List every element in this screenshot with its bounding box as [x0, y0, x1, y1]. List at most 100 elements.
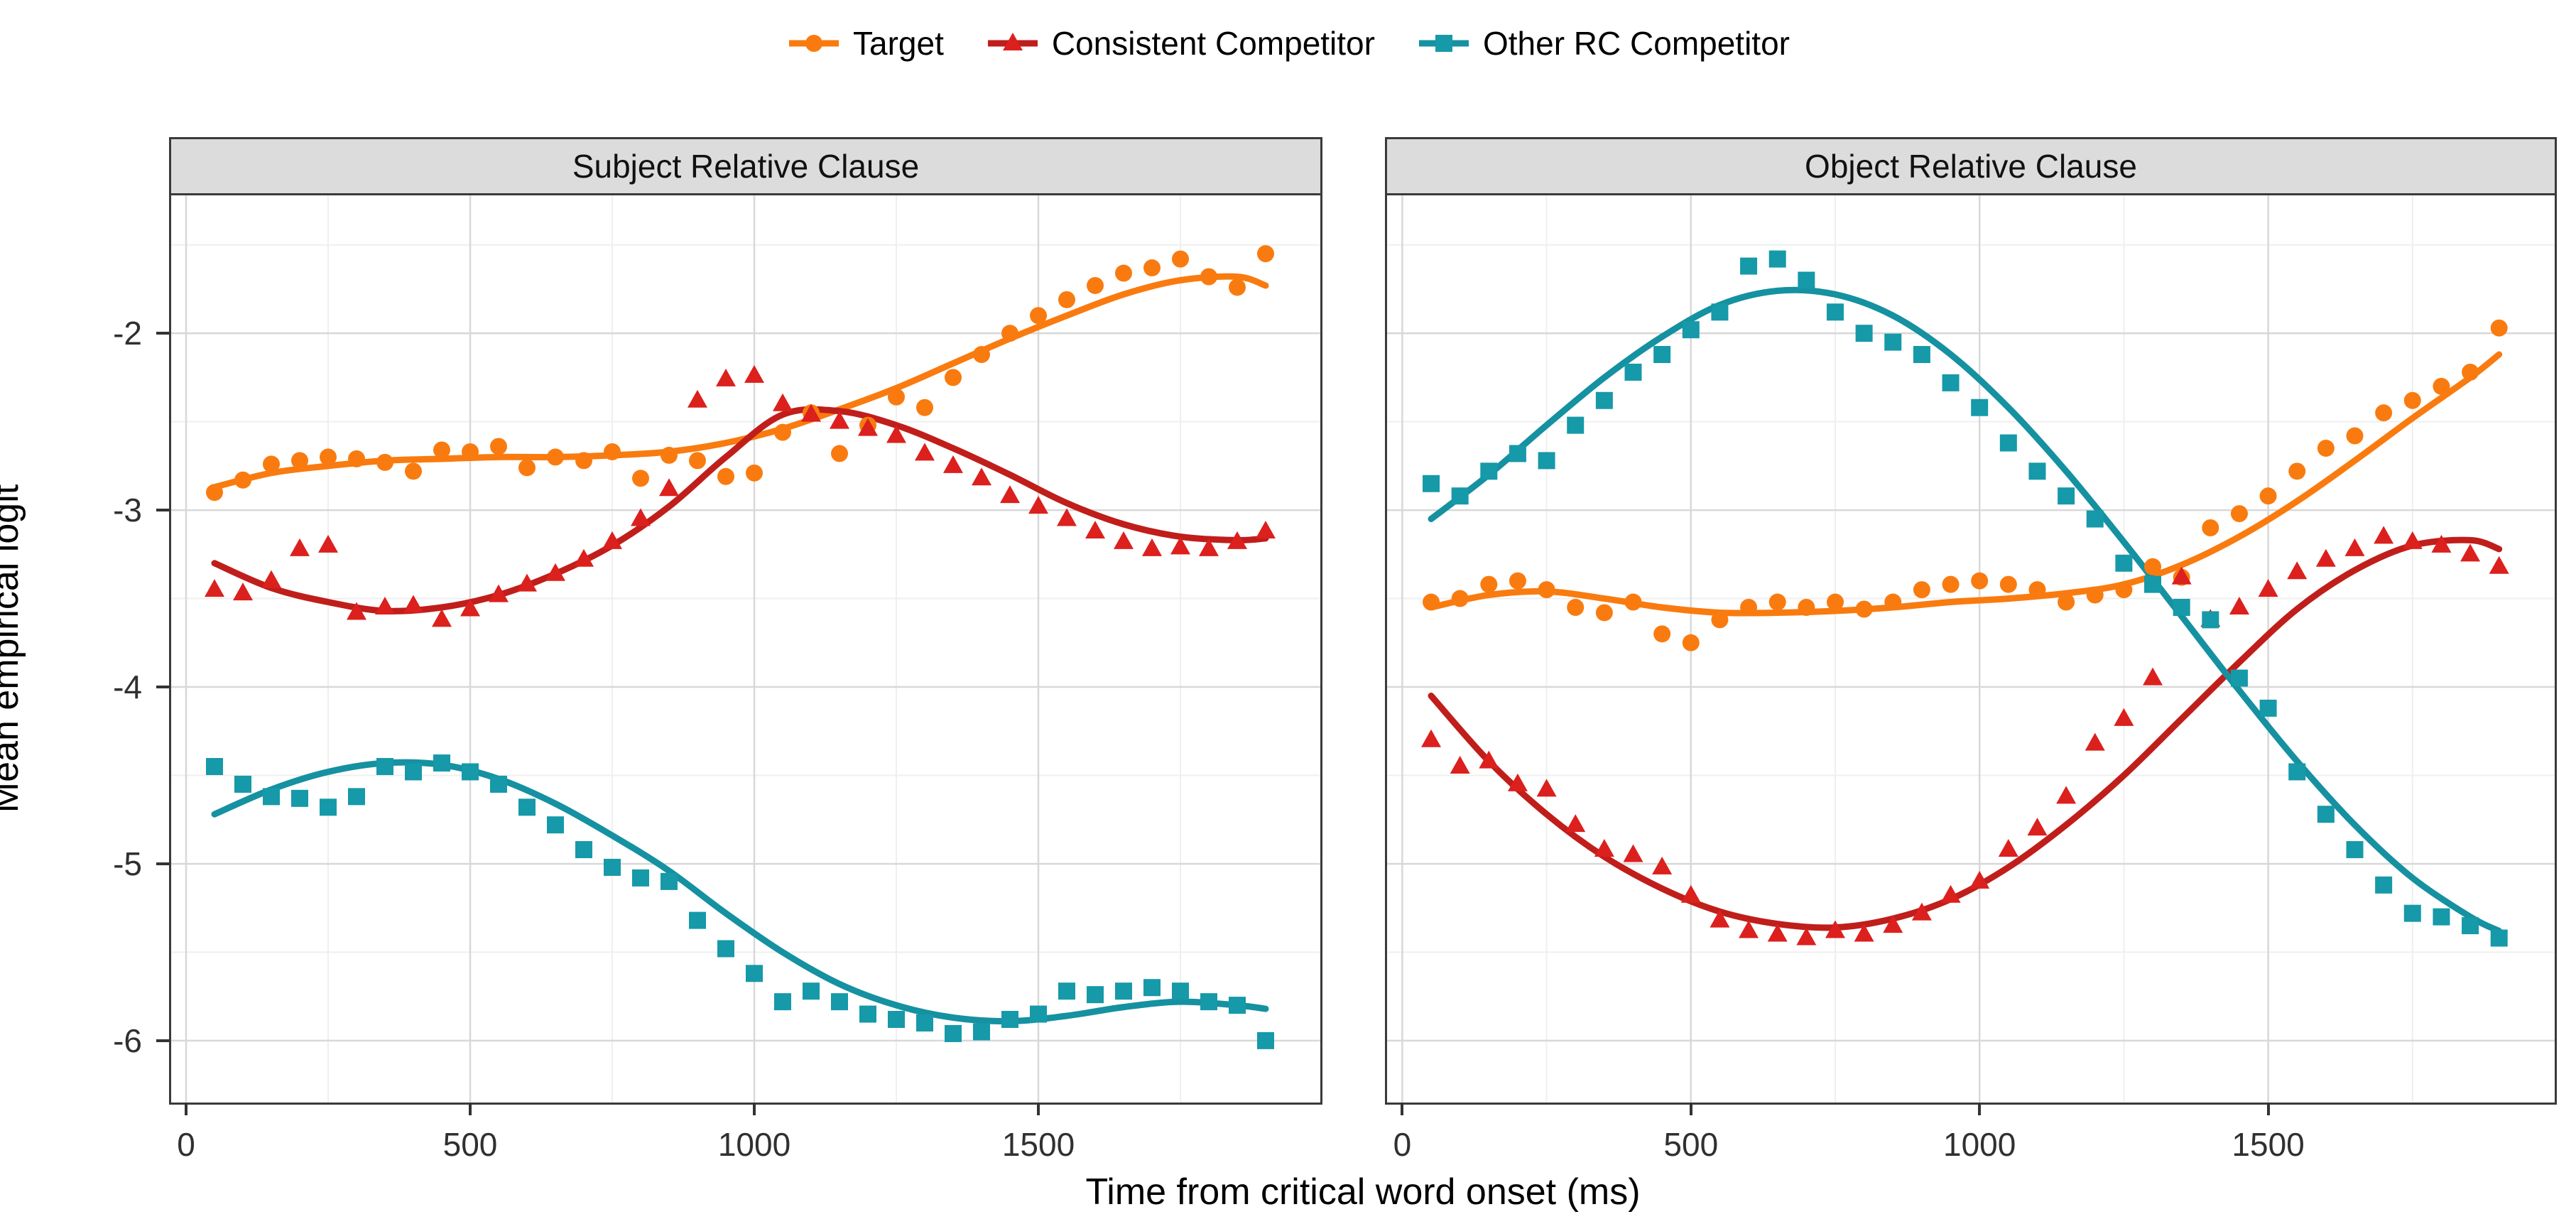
data-point-square — [1538, 452, 1555, 470]
data-point-circle — [1030, 307, 1047, 325]
x-axis-tick — [2266, 1103, 2270, 1115]
x-axis-tick-label: 1500 — [2232, 1126, 2305, 1163]
data-point-circle — [689, 452, 706, 470]
data-point-square — [661, 872, 678, 890]
data-point-triangle — [460, 598, 480, 617]
data-point-square — [1229, 997, 1246, 1014]
data-point-square — [803, 982, 820, 1000]
data-point-triangle — [545, 563, 565, 581]
data-point-square — [1451, 487, 1469, 505]
data-point-circle — [462, 443, 479, 460]
data-point-triangle — [1854, 924, 1874, 942]
data-point-circle — [2086, 586, 2104, 604]
data-point-triangle — [1652, 856, 1673, 874]
data-point-square — [1855, 325, 1873, 342]
data-point-square — [291, 789, 308, 807]
data-point-circle — [1567, 599, 1585, 617]
x-axis-tick-label: 500 — [1663, 1126, 1719, 1163]
data-point-circle — [888, 388, 905, 406]
data-point-square — [2173, 599, 2190, 617]
panel-plot-region — [1385, 195, 2557, 1105]
facet-strip: Subject Relative Clause — [169, 137, 1322, 195]
data-point-triangle — [290, 538, 310, 556]
data-point-circle — [2144, 558, 2162, 575]
data-point-triangle — [1536, 779, 1557, 797]
data-point-triangle — [1421, 729, 1442, 747]
x-axis-tick — [1978, 1103, 1982, 1115]
data-point-triangle — [1998, 839, 2018, 857]
data-point-square — [1595, 391, 1613, 409]
data-point-square — [1653, 346, 1671, 364]
data-point-triangle — [915, 443, 935, 461]
data-point-triangle — [489, 584, 509, 602]
data-point-circle — [2115, 581, 2133, 599]
data-point-square — [1087, 986, 1104, 1004]
x-axis-tick — [1401, 1103, 1404, 1115]
data-point-square — [746, 965, 763, 982]
y-axis-tick-label: -2 — [113, 315, 142, 352]
data-point-triangle — [716, 368, 736, 386]
data-point-triangle — [1710, 909, 1730, 928]
data-point-triangle — [574, 548, 594, 567]
data-point-square — [632, 869, 649, 887]
data-point-circle — [2028, 581, 2046, 599]
data-point-triangle — [1796, 927, 1817, 946]
data-point-circle — [1798, 599, 1815, 617]
data-point-square — [1257, 1031, 1274, 1049]
data-point-square — [2346, 841, 2364, 859]
data-point-square — [1913, 346, 1930, 364]
facet-strip: Object Relative Clause — [1385, 137, 2557, 195]
data-point-square — [206, 758, 223, 776]
data-point-circle — [831, 445, 848, 462]
data-point-circle — [1884, 593, 1902, 611]
data-point-circle — [263, 455, 280, 473]
data-point-circle — [1624, 593, 1642, 611]
data-point-square — [2086, 510, 2104, 528]
circle-legend-key-icon — [789, 35, 839, 52]
data-point-circle — [2375, 404, 2393, 422]
data-point-circle — [490, 438, 507, 455]
data-point-square — [2490, 929, 2508, 947]
legend-label: Other RC Competitor — [1482, 25, 1790, 62]
data-point-square — [689, 911, 706, 929]
data-point-triangle — [2056, 786, 2077, 804]
data-point-triangle — [1227, 531, 1247, 549]
data-point-square — [462, 763, 479, 781]
data-point-square — [1768, 250, 1786, 268]
data-point-square — [1001, 1011, 1018, 1029]
data-point-circle — [2462, 363, 2479, 381]
data-point-circle — [945, 369, 962, 386]
data-point-triangle — [2402, 531, 2423, 549]
data-point-circle — [320, 448, 337, 466]
panel-plot-region — [169, 195, 1322, 1105]
data-point-square — [2230, 669, 2248, 687]
data-point-circle — [518, 459, 536, 477]
data-point-triangle — [631, 508, 651, 526]
data-point-triangle — [517, 573, 537, 592]
data-point-triangle — [1911, 902, 1932, 921]
data-point-triangle — [2315, 548, 2336, 567]
data-point-triangle — [1000, 485, 1020, 504]
data-point-circle — [348, 450, 365, 467]
data-point-circle — [2202, 519, 2219, 536]
y-axis-tick — [156, 509, 169, 512]
data-point-square — [1480, 462, 1498, 480]
x-axis-title: Time from critical word onset (ms) — [1085, 1171, 1641, 1213]
x-axis-tick-label: 0 — [177, 1126, 195, 1163]
data-point-square — [1682, 321, 1700, 339]
data-point-square — [1999, 434, 2017, 452]
y-axis-tick-label: -6 — [113, 1022, 142, 1059]
data-point-circle — [1257, 245, 1274, 263]
data-point-circle — [1087, 276, 1104, 294]
data-point-square — [1115, 982, 1132, 1000]
y-axis-tick — [156, 1039, 169, 1042]
data-point-circle — [234, 471, 251, 489]
data-point-circle — [2317, 439, 2335, 457]
data-point-square — [831, 993, 848, 1011]
data-point-triangle — [1883, 915, 1903, 933]
data-point-square — [263, 788, 280, 806]
data-point-triangle — [2431, 534, 2452, 553]
data-point-triangle — [2374, 526, 2394, 544]
data-point-triangle — [972, 467, 991, 486]
